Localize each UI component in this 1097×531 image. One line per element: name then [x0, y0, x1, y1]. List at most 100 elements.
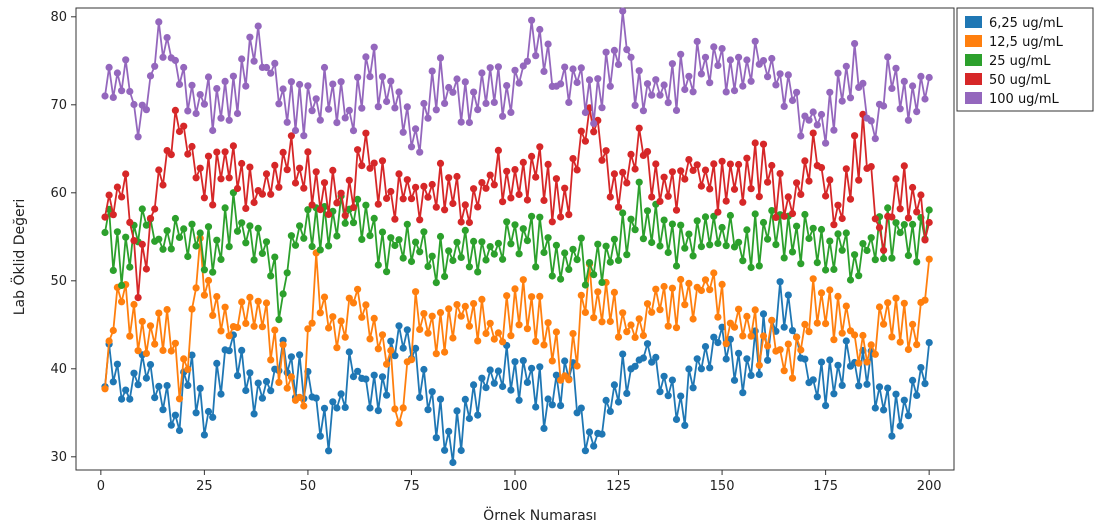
data-point — [631, 165, 639, 173]
data-point — [913, 391, 921, 399]
data-point — [445, 427, 453, 435]
data-point — [134, 133, 142, 141]
data-point — [573, 78, 581, 87]
data-point — [730, 87, 739, 95]
data-point — [262, 238, 271, 246]
data-point — [797, 346, 805, 354]
data-point — [449, 88, 457, 96]
data-point — [838, 214, 846, 223]
data-point — [544, 234, 552, 242]
data-point — [822, 266, 830, 274]
data-point — [465, 322, 473, 330]
data-point — [167, 421, 175, 429]
data-point — [871, 404, 879, 412]
data-point — [780, 212, 788, 220]
y-tick-label: 40 — [50, 362, 67, 377]
data-point — [788, 327, 797, 335]
data-point — [175, 426, 184, 435]
data-point — [333, 344, 341, 352]
data-point — [420, 310, 428, 318]
data-point — [536, 25, 544, 34]
data-point — [855, 382, 863, 390]
data-point — [892, 175, 900, 183]
data-point — [693, 355, 701, 363]
data-point — [594, 288, 602, 296]
data-point — [656, 388, 664, 396]
data-point — [672, 206, 681, 214]
data-point — [494, 367, 502, 375]
x-tick-label: 175 — [813, 479, 838, 494]
data-point — [441, 99, 449, 107]
data-point — [867, 117, 875, 125]
data-point — [445, 247, 453, 255]
data-point — [880, 102, 888, 110]
data-point — [606, 317, 614, 326]
data-point — [813, 259, 821, 267]
data-point — [755, 262, 763, 270]
data-point — [122, 170, 130, 178]
data-point — [805, 328, 813, 336]
data-point — [652, 160, 660, 168]
data-point — [494, 239, 502, 247]
data-point — [453, 172, 461, 181]
data-point — [470, 381, 478, 389]
data-point — [594, 75, 602, 83]
data-point — [577, 64, 585, 72]
data-point — [432, 203, 440, 211]
data-point — [283, 118, 291, 126]
data-point — [337, 78, 345, 86]
data-point — [515, 190, 523, 199]
data-point — [395, 419, 403, 427]
data-point — [768, 316, 776, 324]
data-point — [225, 347, 233, 355]
legend-swatch — [965, 73, 982, 85]
data-point — [660, 372, 668, 380]
data-point — [793, 333, 801, 341]
data-point — [304, 82, 312, 90]
data-point — [283, 269, 291, 277]
data-point — [822, 192, 830, 200]
data-point — [519, 225, 527, 233]
data-point — [329, 166, 337, 174]
data-point — [751, 37, 759, 45]
data-point — [337, 390, 345, 398]
data-point — [619, 309, 627, 317]
data-point — [300, 234, 308, 242]
data-point — [602, 396, 610, 404]
data-point — [635, 178, 643, 186]
data-point — [457, 312, 465, 320]
data-point — [465, 218, 473, 227]
data-point — [383, 97, 391, 106]
data-point — [146, 72, 155, 80]
data-point — [130, 237, 138, 245]
data-point — [515, 396, 523, 404]
data-point — [287, 78, 295, 86]
data-point — [449, 199, 457, 208]
y-axis-title: Lab Öklid Değeri — [10, 199, 28, 316]
data-point — [171, 106, 179, 114]
data-point — [494, 63, 502, 71]
data-point — [374, 103, 382, 111]
data-point — [209, 413, 217, 421]
data-point — [175, 127, 184, 136]
data-point — [552, 175, 561, 183]
data-point — [772, 81, 780, 89]
data-point — [362, 375, 370, 383]
data-point — [614, 60, 623, 69]
data-point — [900, 299, 908, 307]
data-point — [238, 346, 246, 354]
data-point — [867, 163, 875, 171]
data-point — [846, 276, 855, 284]
data-point — [325, 210, 333, 218]
data-point — [184, 381, 192, 389]
data-point — [267, 69, 275, 77]
data-point — [776, 170, 784, 178]
data-point — [892, 219, 900, 227]
data-point — [395, 88, 403, 96]
data-point — [544, 40, 552, 48]
data-point — [428, 67, 436, 75]
data-point — [573, 409, 581, 417]
data-point — [797, 260, 805, 268]
data-point — [482, 99, 490, 107]
data-point — [788, 374, 797, 382]
